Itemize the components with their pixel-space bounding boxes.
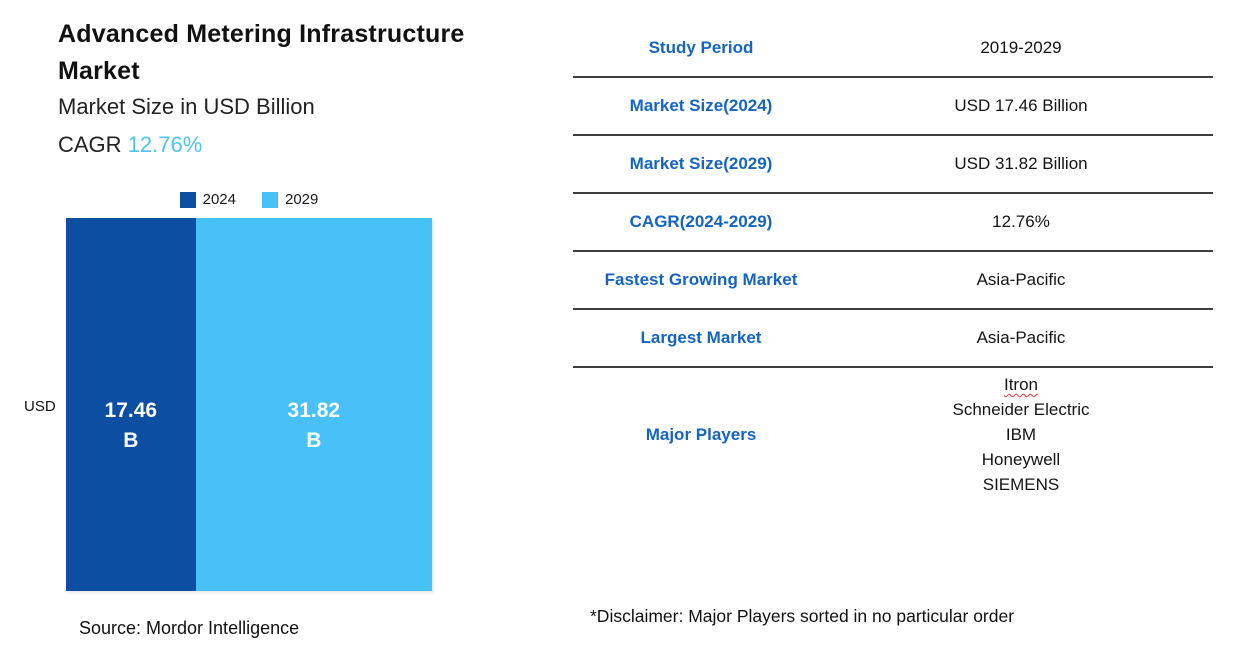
row-value: Asia-Pacific <box>976 328 1066 347</box>
market-size-bar-chart: 17.46 B 31.82 B <box>66 218 432 591</box>
row-label: Study Period <box>648 38 754 57</box>
source-attribution: Source: Mordor Intelligence <box>79 618 300 638</box>
row-label: CAGR(2024-2029) <box>629 212 773 231</box>
row-value: Asia-Pacific <box>976 270 1066 289</box>
row-label: Market Size(2029) <box>629 154 773 173</box>
table-row-major-players: Major Players Itron Schneider Electric I… <box>573 368 1213 497</box>
table-row-largest-market: Largest Market Asia-Pacific <box>573 310 1213 368</box>
row-label: Largest Market <box>640 328 762 347</box>
legend-label-2029: 2029 <box>285 191 319 208</box>
major-player: SIEMENS <box>982 475 1060 494</box>
cagr-value: 12.76% <box>127 132 203 157</box>
bar-2029-value: 31.82 <box>287 398 341 422</box>
bar-2029: 31.82 B <box>195 218 432 591</box>
chart-legend: 2024 2029 <box>66 191 432 208</box>
page-title-line2: Market <box>58 57 140 85</box>
y-axis-label: USD <box>24 398 56 415</box>
table-row-market-size-2024: Market Size(2024) USD 17.46 Billion <box>573 78 1213 136</box>
legend-item-2024: 2024 <box>179 191 236 208</box>
bar-2024-value: 17.46 <box>104 398 158 422</box>
cagr-label: CAGR <box>58 132 128 157</box>
row-value: 12.76% <box>992 212 1050 231</box>
row-label: Major Players <box>645 424 757 444</box>
key-facts-table: Study Period 2019-2029 Market Size(2024)… <box>573 20 1213 497</box>
cagr-line: CAGR 12.76% <box>58 132 202 158</box>
page-title: Advanced Metering Infrastructure Market <box>58 16 465 90</box>
legend-item-2029: 2029 <box>262 191 318 208</box>
major-players-list: Itron Schneider Electric IBM Honeywell S… <box>829 372 1213 497</box>
legend-swatch-2029 <box>262 191 278 208</box>
bar-2024-unit: B <box>123 428 139 452</box>
disclaimer-text: *Disclaimer: Major Players sorted in no … <box>590 606 1015 626</box>
row-label: Fastest Growing Market <box>604 270 798 289</box>
legend-label-2024: 2024 <box>202 191 236 208</box>
major-player: IBM <box>1005 425 1037 444</box>
major-player: Honeywell <box>981 450 1061 469</box>
row-value: USD 17.46 Billion <box>954 96 1088 115</box>
page-title-line1: Advanced Metering Infrastructure <box>58 20 465 48</box>
row-value: 2019-2029 <box>980 38 1062 57</box>
table-row-market-size-2029: Market Size(2029) USD 31.82 Billion <box>573 136 1213 194</box>
major-player: Schneider Electric <box>952 400 1090 419</box>
legend-swatch-2024 <box>179 191 196 208</box>
bar-2029-unit: B <box>306 428 322 452</box>
row-label: Market Size(2024) <box>629 96 773 115</box>
bar-2024: 17.46 B <box>66 218 196 591</box>
table-row-fastest-growing-market: Fastest Growing Market Asia-Pacific <box>573 252 1213 310</box>
chart-subtitle: Market Size in USD Billion <box>58 94 315 119</box>
table-row-cagr: CAGR(2024-2029) 12.76% <box>573 194 1213 252</box>
major-player: Itron <box>1003 375 1039 394</box>
table-row-study-period: Study Period 2019-2029 <box>573 20 1213 78</box>
row-value: USD 31.82 Billion <box>954 154 1088 173</box>
